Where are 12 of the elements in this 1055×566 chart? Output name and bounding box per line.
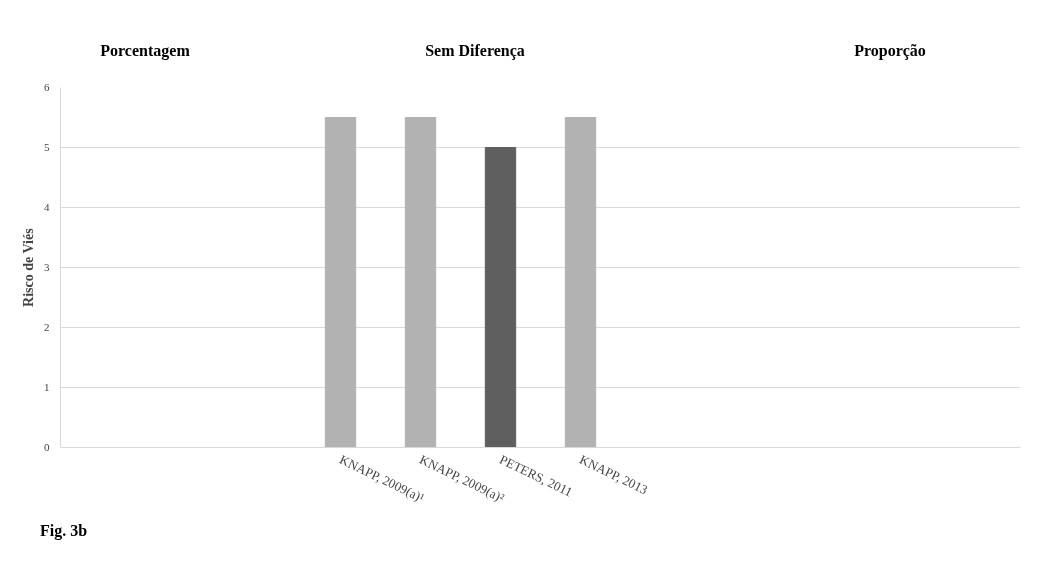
y-tick-label: 0 [44,441,50,453]
y-tick-label: 6 [44,81,50,93]
text: Proporção [854,41,926,62]
caption: Fig. 3b [39,521,88,542]
y-tick-label: 2 [44,321,50,333]
y-tick-label: 3 [44,261,50,273]
y-tick-label: 4 [44,201,50,213]
text: Sem Diferença [425,41,525,62]
y-tick-label: 1 [44,381,50,393]
y-axis-title: Risco de Viés [21,227,36,307]
text: Porcentagem [100,41,190,62]
y-tick-label: 5 [44,141,50,153]
